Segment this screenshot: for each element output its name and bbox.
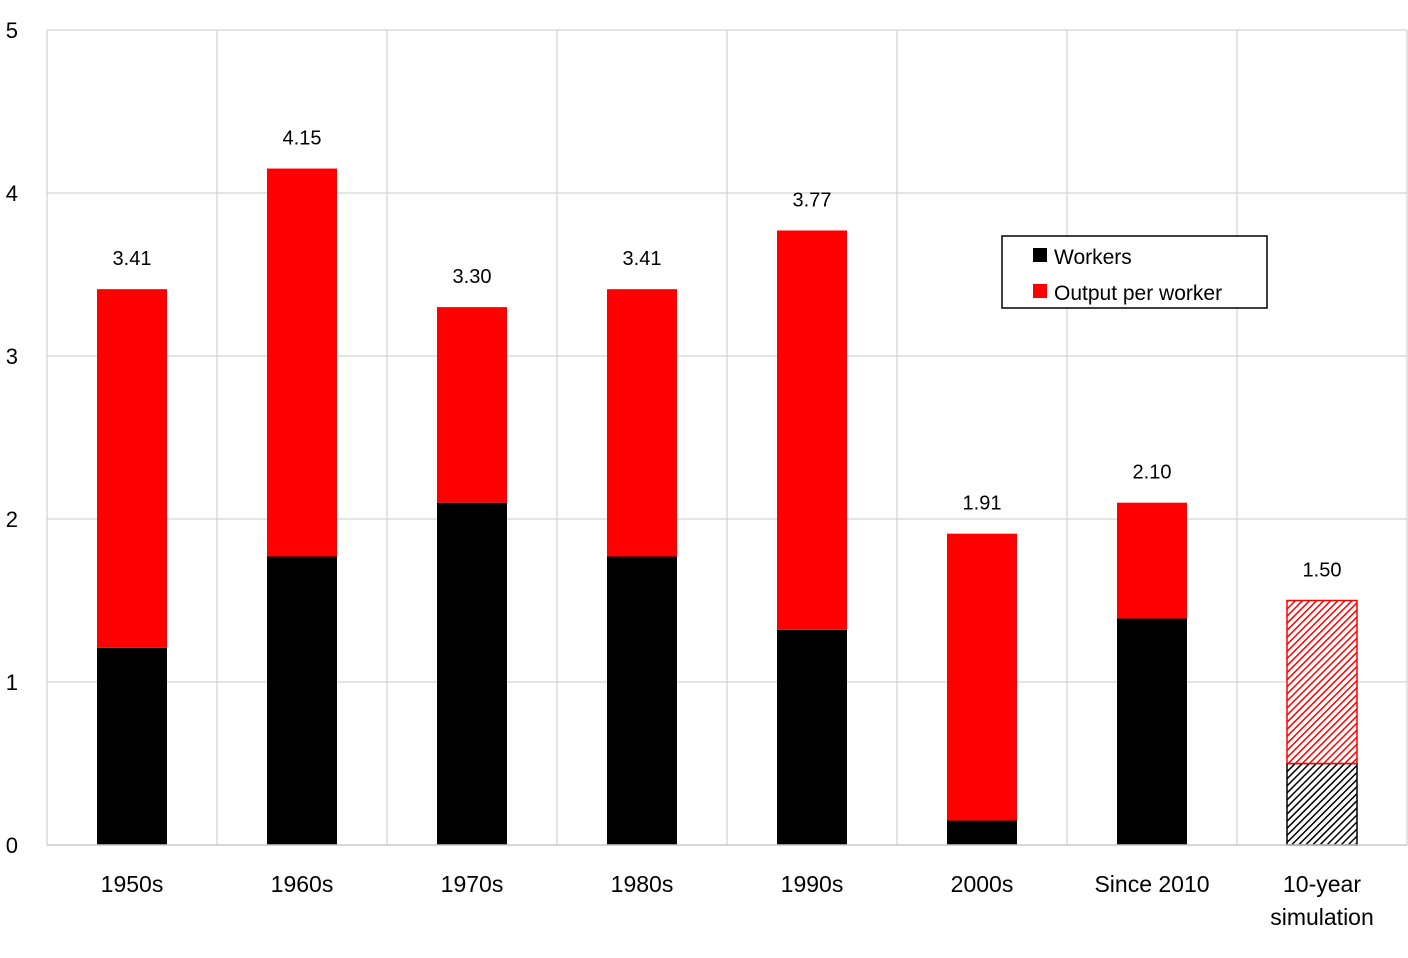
bar-workers [267,556,337,845]
x-tick-label: Since 2010 [1094,871,1209,897]
total-labels: 3.41 4.15 3.30 3.41 3.77 1.91 2.10 1.50 [113,128,1342,582]
bar-total-label: 3.41 [623,248,662,270]
bar-workers [1286,762,1358,846]
bar-output-per-worker [947,533,1017,821]
bar-workers [947,820,1017,845]
x-tick-label: 1960s [271,871,334,897]
legend-label-workers: Workers [1054,246,1132,269]
y-tick-label: 0 [6,833,18,858]
bar-output-per-worker [97,289,167,648]
x-tick-label: 10-year [1283,871,1361,897]
bar-total-label: 3.77 [793,189,832,211]
bar-output-per-worker [607,289,677,557]
legend-swatch-workers [1033,248,1047,262]
x-tick-label: 1950s [101,871,164,897]
bar-workers [607,556,677,845]
gridlines [46,29,1408,845]
bar-output-per-worker [777,230,847,630]
legend-label-output-per-worker: Output per worker [1054,282,1222,305]
bar-total-label: 3.30 [453,266,492,288]
bar-output-per-worker [437,307,507,503]
bar-workers [777,629,847,845]
bars [97,168,1358,846]
bar-workers [97,647,167,845]
bar-total-label: 3.41 [113,248,152,270]
bar-total-label: 2.10 [1133,462,1172,484]
bar-workers [1117,618,1187,845]
x-tick-label: 1990s [781,871,844,897]
y-tick-label: 2 [6,507,18,532]
x-tick-label: 2000s [951,871,1014,897]
legend: Workers Output per worker [1001,235,1268,309]
bar-total-label: 1.50 [1303,560,1342,582]
bar-output-per-worker [1286,599,1358,765]
bar-total-label: 1.91 [963,493,1002,515]
y-tick-label: 3 [6,344,18,369]
bar-total-label: 4.15 [283,128,322,150]
x-tick-label: 1970s [441,871,504,897]
y-tick-label: 1 [6,670,18,695]
bar-output-per-worker [1117,502,1187,619]
x-tick-label: 1980s [611,871,674,897]
y-tick-label: 5 [6,18,18,43]
x-axis: 1950s 1960s 1970s 1980s 1990s 2000s Since 2010… [47,844,1407,930]
bar-output-per-worker [267,168,337,557]
bar-workers [437,502,507,845]
y-tick-label: 4 [6,181,18,206]
x-tick-label: simulation [1270,904,1374,930]
y-axis: 0 1 2 3 4 5 [6,18,18,858]
legend-swatch-output-per-worker [1033,284,1047,298]
